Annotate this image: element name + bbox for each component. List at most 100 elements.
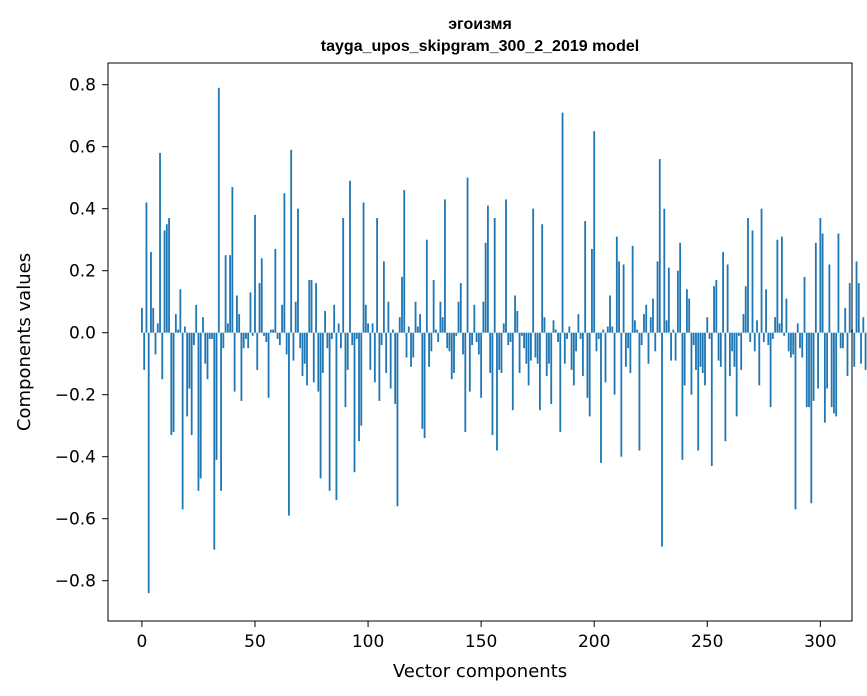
- bar-41: [233, 332, 236, 392]
- y-tick-label: −0.6: [55, 510, 96, 530]
- bar-165: [514, 295, 516, 333]
- bar-133: [441, 317, 444, 333]
- bar-207: [609, 295, 611, 333]
- bar-208: [611, 326, 614, 333]
- bar-113: [396, 332, 399, 507]
- bar-1: [143, 332, 146, 370]
- bar-257: [722, 252, 725, 333]
- bar-183: [554, 329, 557, 333]
- bar-239: [681, 332, 684, 460]
- bar-143: [464, 332, 467, 432]
- bar-59: [274, 249, 277, 333]
- bar-52: [258, 283, 261, 333]
- x-tick-label: 0: [137, 632, 148, 652]
- bar-310: [842, 332, 844, 349]
- bar-2: [145, 202, 148, 333]
- bar-214: [624, 332, 627, 367]
- bar-47: [247, 332, 250, 349]
- bar-178: [543, 317, 546, 333]
- bar-31: [211, 332, 213, 339]
- bar-169: [523, 332, 525, 349]
- bar-274: [760, 208, 763, 333]
- bar-89: [342, 218, 345, 333]
- bar-195: [581, 332, 584, 377]
- bar-312: [846, 332, 849, 377]
- plot-frame: [107, 62, 853, 622]
- bar-105: [378, 332, 381, 401]
- bar-20: [186, 332, 189, 417]
- bar-182: [552, 320, 555, 333]
- bar-260: [728, 332, 731, 377]
- bar-150: [480, 332, 483, 398]
- bar-193: [577, 314, 580, 333]
- bar-292: [801, 332, 804, 358]
- x-tick-label: 250: [691, 632, 723, 652]
- bar-218: [634, 320, 636, 333]
- bar-12: [168, 218, 170, 333]
- bar-93: [351, 332, 354, 346]
- bar-5: [152, 307, 155, 333]
- bar-35: [220, 332, 222, 491]
- bar-16: [177, 329, 180, 333]
- bar-60: [276, 332, 279, 339]
- y-tick-label: 0.4: [69, 200, 96, 220]
- bar-51: [256, 332, 259, 370]
- bar-71: [301, 332, 304, 377]
- bar-296: [810, 332, 813, 504]
- bar-49: [251, 332, 254, 336]
- bar-189: [568, 326, 571, 333]
- bar-196: [584, 221, 587, 333]
- bar-33: [215, 332, 218, 460]
- bar-285: [785, 298, 788, 333]
- bar-304: [828, 264, 831, 333]
- bar-102: [371, 323, 374, 333]
- bar-149: [477, 332, 480, 355]
- bar-110: [389, 332, 392, 389]
- bar-87: [337, 323, 340, 333]
- bar-53: [260, 258, 263, 333]
- chart-subtitle: tayga_upos_skipgram_300_2_2019 model: [321, 38, 639, 55]
- bar-215: [627, 332, 630, 349]
- bar-238: [679, 242, 682, 333]
- x-axis-ticks: 0 50 100 150 200 250 300: [137, 621, 837, 652]
- bar-251: [708, 332, 711, 339]
- bar-147: [473, 304, 476, 333]
- bar-70: [299, 332, 302, 349]
- bar-276: [765, 289, 767, 333]
- bar-262: [733, 332, 736, 367]
- bar-22: [190, 332, 193, 435]
- bar-256: [719, 332, 722, 367]
- bar-227: [654, 332, 657, 352]
- bar-223: [645, 304, 648, 333]
- bar-318: [860, 332, 862, 364]
- bar-301: [821, 233, 824, 333]
- bar-250: [706, 317, 709, 333]
- bar-135: [446, 332, 449, 349]
- y-tick-label: 0.8: [69, 76, 96, 96]
- bar-168: [520, 332, 523, 336]
- bar-141: [459, 283, 462, 333]
- bar-127: [428, 332, 431, 367]
- bar-94: [353, 332, 356, 473]
- bar-281: [776, 239, 779, 333]
- bar-315: [853, 332, 856, 367]
- bar-282: [778, 323, 781, 333]
- bar-62: [281, 304, 284, 333]
- bar-254: [715, 280, 718, 333]
- bar-246: [697, 332, 700, 451]
- bar-200: [593, 131, 596, 333]
- y-tick-label: −0.2: [55, 386, 96, 406]
- bar-307: [835, 332, 838, 417]
- bar-313: [848, 283, 851, 333]
- bar-181: [550, 332, 553, 404]
- bar-78: [317, 332, 320, 392]
- bar-213: [622, 264, 625, 333]
- bar-319: [862, 317, 865, 333]
- bar-54: [263, 332, 265, 336]
- bar-244: [692, 332, 695, 346]
- bar-316: [855, 261, 858, 333]
- bar-111: [392, 329, 394, 333]
- bar-279: [771, 332, 774, 339]
- bar-180: [548, 332, 550, 364]
- bar-233: [667, 267, 670, 333]
